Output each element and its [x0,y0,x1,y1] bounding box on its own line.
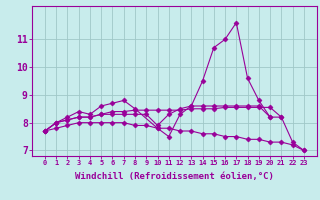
X-axis label: Windchill (Refroidissement éolien,°C): Windchill (Refroidissement éolien,°C) [75,172,274,181]
